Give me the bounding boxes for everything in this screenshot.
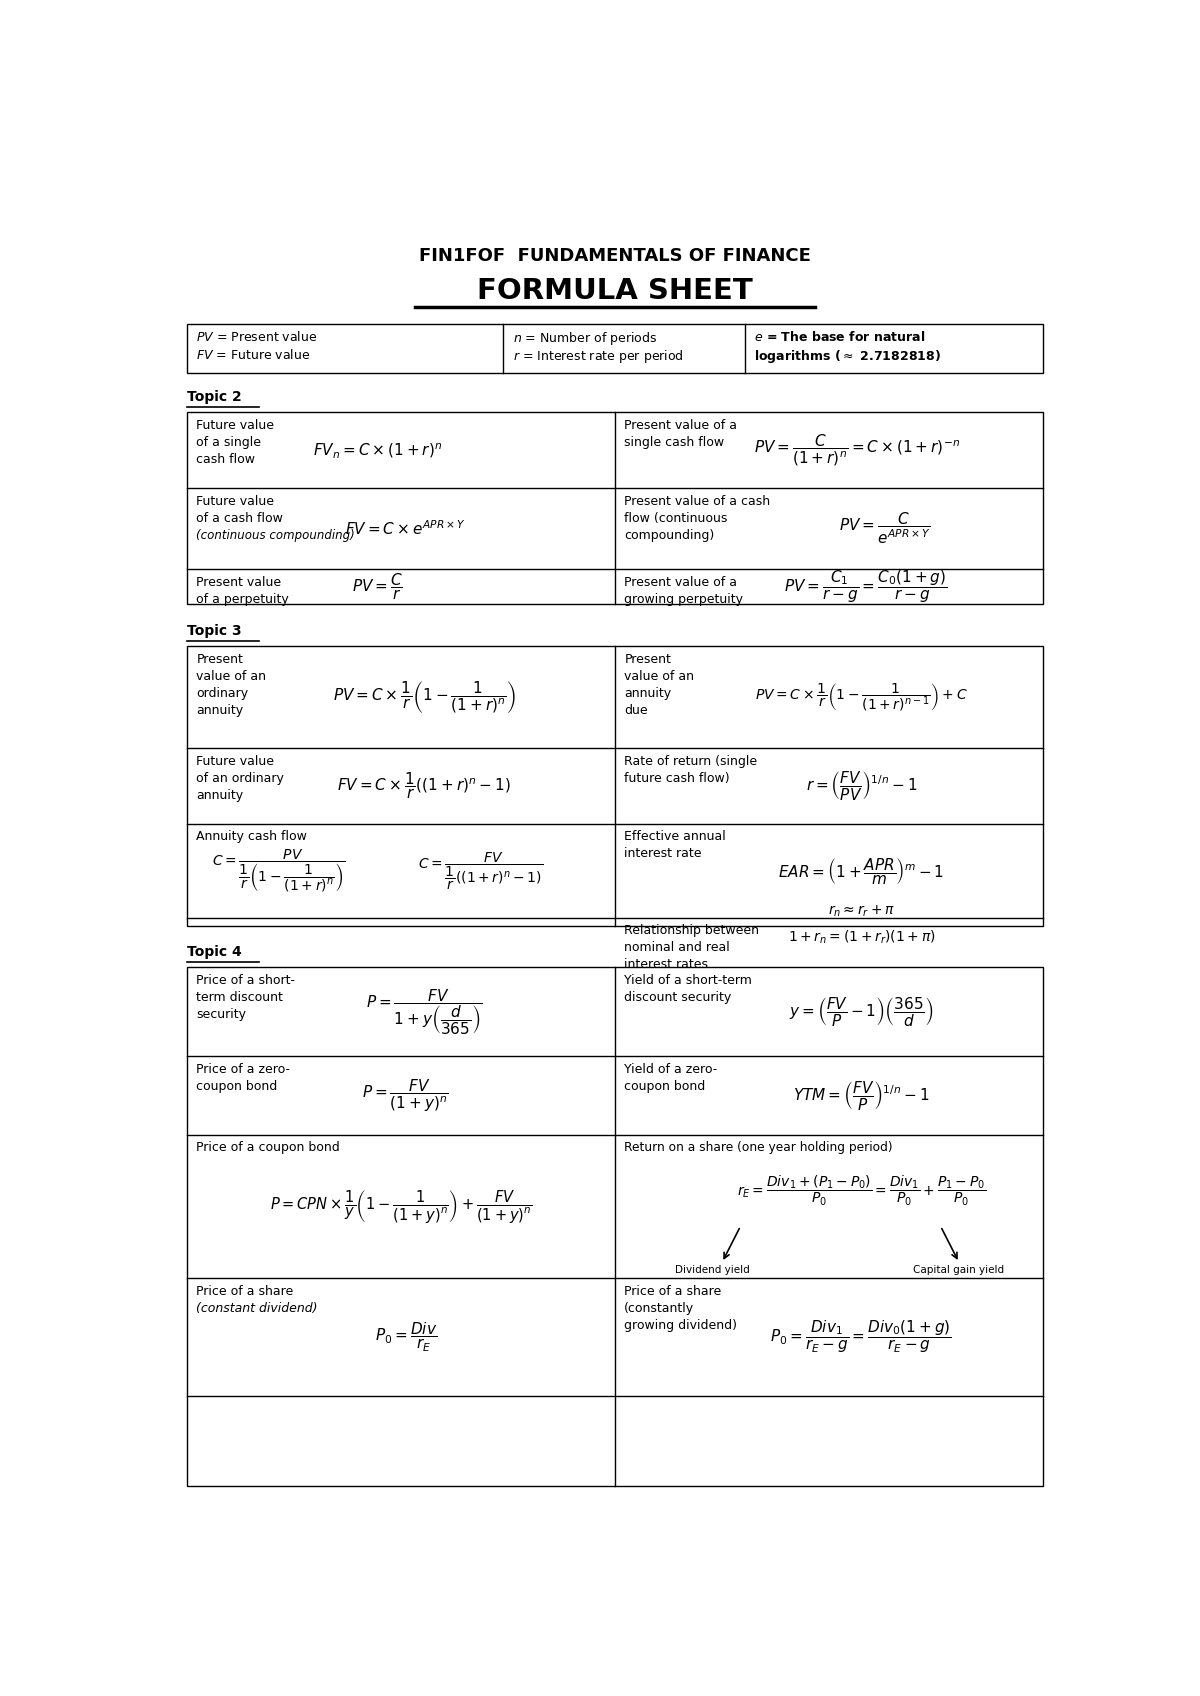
Text: Present value: Present value xyxy=(197,575,282,589)
Text: interest rates: interest rates xyxy=(624,958,708,972)
Text: FORMULA SHEET: FORMULA SHEET xyxy=(478,276,752,305)
Text: Topic 4: Topic 4 xyxy=(187,945,242,960)
Text: $PV = \dfrac{C}{(1+r)^n} = C \times (1+r)^{-n}$: $PV = \dfrac{C}{(1+r)^n} = C \times (1+r… xyxy=(754,432,960,468)
Text: interest rate: interest rate xyxy=(624,848,702,860)
Text: $e$ = The base for natural: $e$ = The base for natural xyxy=(755,331,925,344)
Text: flow (continuous: flow (continuous xyxy=(624,512,727,524)
Text: compounding): compounding) xyxy=(624,529,714,541)
Text: $PV = \dfrac{C}{r}$: $PV = \dfrac{C}{r}$ xyxy=(353,572,403,602)
Text: $r_n \approx r_r + \pi$: $r_n \approx r_r + \pi$ xyxy=(828,904,895,919)
Text: Annuity cash flow: Annuity cash flow xyxy=(197,831,307,843)
Text: Future value: Future value xyxy=(197,495,275,507)
Text: $FV$ = Future value: $FV$ = Future value xyxy=(197,348,311,363)
Text: $FV = C \times e^{APR \times Y}$: $FV = C \times e^{APR \times Y}$ xyxy=(346,519,466,538)
Text: Rate of return (single: Rate of return (single xyxy=(624,755,757,768)
Text: cash flow: cash flow xyxy=(197,453,256,466)
Text: $YTM = \left(\dfrac{FV}{P}\right)^{1/n} - 1$: $YTM = \left(\dfrac{FV}{P}\right)^{1/n} … xyxy=(793,1079,930,1113)
Text: $P = \dfrac{FV}{(1+y)^n}$: $P = \dfrac{FV}{(1+y)^n}$ xyxy=(362,1077,449,1114)
Bar xyxy=(187,412,1043,604)
Text: $PV = C \times \dfrac{1}{r}\left(1 - \dfrac{1}{(1+r)^{n-1}}\right) + C$: $PV = C \times \dfrac{1}{r}\left(1 - \df… xyxy=(755,682,968,712)
Text: Price of a coupon bond: Price of a coupon bond xyxy=(197,1141,341,1155)
Text: logarithms ($\approx$ 2.7182818): logarithms ($\approx$ 2.7182818) xyxy=(755,348,941,365)
Text: FIN1FOF  FUNDAMENTALS OF FINANCE: FIN1FOF FUNDAMENTALS OF FINANCE xyxy=(419,246,811,265)
Text: Future value: Future value xyxy=(197,755,275,768)
Text: of an ordinary: of an ordinary xyxy=(197,772,284,785)
Text: future cash flow): future cash flow) xyxy=(624,772,730,785)
Text: discount security: discount security xyxy=(624,990,732,1004)
Text: Present value of a: Present value of a xyxy=(624,575,737,589)
Text: Capital gain yield: Capital gain yield xyxy=(912,1265,1003,1275)
Text: Dividend yield: Dividend yield xyxy=(676,1265,750,1275)
Text: coupon bond: coupon bond xyxy=(624,1080,706,1092)
Bar xyxy=(187,324,1043,373)
Text: Topic 3: Topic 3 xyxy=(187,624,242,638)
Text: Yield of a zero-: Yield of a zero- xyxy=(624,1063,718,1075)
Text: Price of a short-: Price of a short- xyxy=(197,974,295,987)
Text: ordinary: ordinary xyxy=(197,687,248,700)
Text: $r_E = \dfrac{Div_1 + (P_1 - P_0)}{P_0} = \dfrac{Div_1}{P_0} + \dfrac{P_1 - P_0}: $r_E = \dfrac{Div_1 + (P_1 - P_0)}{P_0} … xyxy=(737,1174,986,1208)
Text: growing dividend): growing dividend) xyxy=(624,1319,737,1331)
Text: term discount: term discount xyxy=(197,990,283,1004)
Text: Yield of a short-term: Yield of a short-term xyxy=(624,974,752,987)
Text: $C = \dfrac{FV}{\dfrac{1}{r}\left((1+r)^n - 1\right)}$: $C = \dfrac{FV}{\dfrac{1}{r}\left((1+r)^… xyxy=(418,850,542,892)
Text: annuity: annuity xyxy=(197,704,244,717)
Text: Present: Present xyxy=(197,653,244,667)
Text: $PV = \dfrac{C_1}{r-g} = \dfrac{C_0(1+g)}{r-g}$: $PV = \dfrac{C_1}{r-g} = \dfrac{C_0(1+g)… xyxy=(785,568,948,605)
Text: $PV$ = Present value: $PV$ = Present value xyxy=(197,331,318,344)
Text: Future value: Future value xyxy=(197,419,275,432)
Text: Topic 2: Topic 2 xyxy=(187,390,242,404)
Text: $FV = C \times \dfrac{1}{r}\left((1+r)^n - 1\right)$: $FV = C \times \dfrac{1}{r}\left((1+r)^n… xyxy=(337,770,511,801)
Text: Present: Present xyxy=(624,653,671,667)
Bar xyxy=(187,646,1043,926)
Text: $1 + r_n = (1+r_r)(1+\pi)$: $1 + r_n = (1+r_r)(1+\pi)$ xyxy=(787,929,935,946)
Text: Return on a share (one year holding period): Return on a share (one year holding peri… xyxy=(624,1141,893,1155)
Text: Effective annual: Effective annual xyxy=(624,831,726,843)
Text: $C = \dfrac{PV}{\dfrac{1}{r}\left(1 - \dfrac{1}{(1+r)^n}\right)}$: $C = \dfrac{PV}{\dfrac{1}{r}\left(1 - \d… xyxy=(211,848,346,894)
Text: $P = CPN \times \dfrac{1}{y}\left(1 - \dfrac{1}{(1+y)^n}\right) + \dfrac{FV}{(1+: $P = CPN \times \dfrac{1}{y}\left(1 - \d… xyxy=(270,1187,533,1225)
Text: Price of a share: Price of a share xyxy=(197,1286,294,1297)
Text: Price of a share: Price of a share xyxy=(624,1286,721,1297)
Text: value of an: value of an xyxy=(197,670,266,683)
Text: $EAR = \left(1 + \dfrac{APR}{m}\right)^m - 1$: $EAR = \left(1 + \dfrac{APR}{m}\right)^m… xyxy=(779,856,944,885)
Bar xyxy=(187,967,1043,1486)
Text: security: security xyxy=(197,1007,246,1021)
Text: of a cash flow: of a cash flow xyxy=(197,512,283,524)
Text: value of an: value of an xyxy=(624,670,695,683)
Text: annuity: annuity xyxy=(624,687,672,700)
Text: $P = \dfrac{FV}{1+y\left(\dfrac{d}{365}\right)}$: $P = \dfrac{FV}{1+y\left(\dfrac{d}{365}\… xyxy=(366,987,482,1036)
Text: $PV = C \times \dfrac{1}{r}\left(1 - \dfrac{1}{(1+r)^n}\right)$: $PV = C \times \dfrac{1}{r}\left(1 - \df… xyxy=(332,678,516,716)
Text: $y = \left(\dfrac{FV}{P}-1\right)\left(\dfrac{365}{d}\right)$: $y = \left(\dfrac{FV}{P}-1\right)\left(\… xyxy=(790,996,934,1028)
Text: single cash flow: single cash flow xyxy=(624,436,725,449)
Text: $P_0 = \dfrac{Div_1}{r_E - g} = \dfrac{Div_0(1+g)}{r_E - g}$: $P_0 = \dfrac{Div_1}{r_E - g} = \dfrac{D… xyxy=(770,1319,953,1355)
Text: $r = \left(\dfrac{FV}{PV}\right)^{1/n} - 1$: $r = \left(\dfrac{FV}{PV}\right)^{1/n} -… xyxy=(805,770,917,802)
Text: (constant dividend): (constant dividend) xyxy=(197,1303,318,1314)
Text: Relationship between: Relationship between xyxy=(624,924,760,938)
Text: of a perpetuity: of a perpetuity xyxy=(197,592,289,605)
Text: (constantly: (constantly xyxy=(624,1303,695,1314)
Text: $PV = \dfrac{C}{e^{APR \times Y}}$: $PV = \dfrac{C}{e^{APR \times Y}}$ xyxy=(839,510,931,546)
Text: growing perpetuity: growing perpetuity xyxy=(624,592,743,605)
Text: (continuous compounding): (continuous compounding) xyxy=(197,529,355,541)
Text: Present value of a: Present value of a xyxy=(624,419,737,432)
Text: nominal and real: nominal and real xyxy=(624,941,730,955)
Text: $FV_n = C \times (1+r)^n$: $FV_n = C \times (1+r)^n$ xyxy=(313,441,443,460)
Text: Present value of a cash: Present value of a cash xyxy=(624,495,770,507)
Text: annuity: annuity xyxy=(197,789,244,802)
Text: of a single: of a single xyxy=(197,436,262,449)
Text: Price of a zero-: Price of a zero- xyxy=(197,1063,290,1075)
Text: coupon bond: coupon bond xyxy=(197,1080,277,1092)
Text: $r$ = Interest rate per period: $r$ = Interest rate per period xyxy=(512,348,684,365)
Text: $n$ = Number of periods: $n$ = Number of periods xyxy=(512,331,658,348)
Text: $P_0 = \dfrac{Div}{r_E}$: $P_0 = \dfrac{Div}{r_E}$ xyxy=(374,1319,437,1353)
Text: due: due xyxy=(624,704,648,717)
